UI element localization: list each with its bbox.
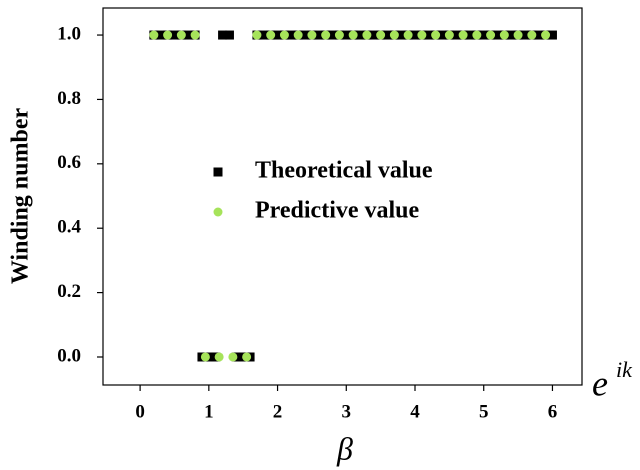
point <box>348 30 358 40</box>
point <box>176 30 186 40</box>
y-tick-label: 0.4 <box>57 217 81 238</box>
point <box>527 30 537 40</box>
legend-marker <box>213 167 223 177</box>
point <box>424 30 434 40</box>
x-tick-label: 3 <box>342 401 352 422</box>
annotation: e <box>592 363 608 403</box>
point <box>355 30 365 40</box>
point <box>520 30 530 40</box>
legend-marker <box>213 207 223 217</box>
x-tick-label: 6 <box>548 401 558 422</box>
point <box>242 352 252 362</box>
point <box>465 30 475 40</box>
point <box>307 30 317 40</box>
point <box>293 30 303 40</box>
point <box>458 30 468 40</box>
point <box>403 30 413 40</box>
x-tick-label: 2 <box>273 401 283 422</box>
point <box>499 30 509 40</box>
point <box>314 30 324 40</box>
point <box>541 30 551 40</box>
y-tick-label: 0.0 <box>57 345 81 366</box>
point <box>214 352 224 362</box>
point <box>321 30 331 40</box>
point <box>328 30 338 40</box>
point <box>183 30 193 40</box>
point <box>396 30 406 40</box>
point <box>190 30 200 40</box>
point <box>266 30 276 40</box>
point <box>273 30 283 40</box>
point <box>169 30 179 40</box>
x-tick-label: 1 <box>204 401 214 422</box>
annotation-superscript: ik <box>616 357 633 382</box>
y-tick-label: 0.2 <box>57 281 81 302</box>
point <box>431 30 441 40</box>
x-axis-label: β <box>336 430 353 466</box>
y-tick-label: 0.8 <box>57 88 81 109</box>
point <box>286 30 296 40</box>
point <box>224 30 234 40</box>
legend-label: Predictive value <box>255 198 420 224</box>
point <box>486 30 496 40</box>
point <box>389 30 399 40</box>
point <box>479 30 489 40</box>
point <box>362 30 372 40</box>
x-tick-label: 5 <box>479 401 489 422</box>
point <box>410 30 420 40</box>
point <box>383 30 393 40</box>
point <box>376 30 386 40</box>
point <box>252 30 262 40</box>
point <box>163 30 173 40</box>
point <box>156 30 166 40</box>
point <box>200 352 210 362</box>
point <box>279 30 289 40</box>
point <box>300 30 310 40</box>
point <box>259 30 269 40</box>
point <box>149 30 159 40</box>
point <box>369 30 379 40</box>
legend-label: Theoretical value <box>255 158 433 184</box>
point <box>437 30 447 40</box>
point <box>334 30 344 40</box>
point <box>547 30 557 40</box>
point <box>513 30 523 40</box>
point <box>506 30 516 40</box>
x-tick-label: 4 <box>410 401 420 422</box>
point <box>492 30 502 40</box>
point <box>228 352 238 362</box>
y-axis-label: Winding number <box>8 108 34 285</box>
y-tick-label: 1.0 <box>57 23 81 44</box>
point <box>417 30 427 40</box>
point <box>341 30 351 40</box>
x-tick-label: 0 <box>135 401 145 422</box>
point <box>472 30 482 40</box>
plot-frame <box>102 7 583 386</box>
point <box>451 30 461 40</box>
point <box>444 30 454 40</box>
point <box>218 30 228 40</box>
y-tick-label: 0.6 <box>57 152 81 173</box>
point <box>534 30 544 40</box>
